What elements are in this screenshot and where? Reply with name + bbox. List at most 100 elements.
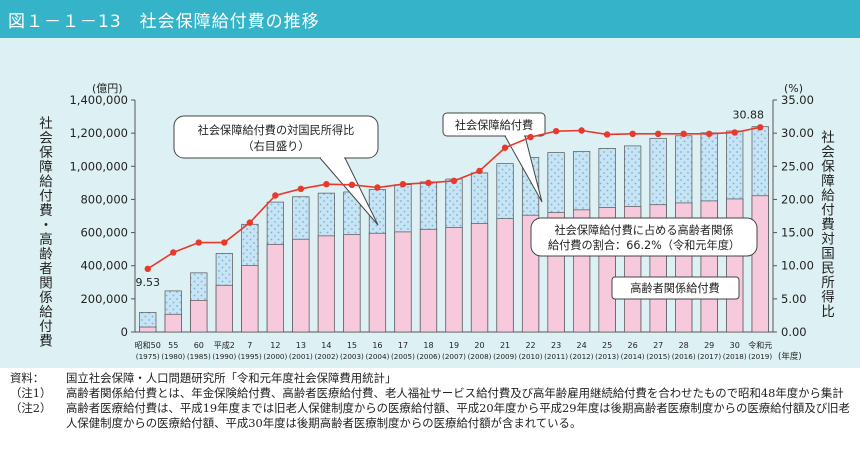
ratio-point bbox=[757, 124, 764, 131]
x-tick-year-label: (2017) bbox=[697, 352, 721, 361]
bar-elderly bbox=[190, 299, 208, 333]
callout-elderly-box bbox=[611, 276, 740, 300]
x-tick-year-label: (2018) bbox=[723, 352, 747, 361]
ratio-point bbox=[680, 130, 687, 138]
right-axis-label: 社会保障給付費対国民所得比 bbox=[818, 130, 835, 319]
x-tick-label: 14 bbox=[321, 341, 331, 350]
ratio-point bbox=[603, 131, 611, 138]
page-title: 図１－１－13 社会保障給付費の推移 bbox=[8, 12, 320, 32]
right-axis-tick-label: 20.00 bbox=[781, 192, 814, 206]
left-axis-tick-label: 400,000 bbox=[80, 259, 128, 273]
bar-elderly bbox=[164, 313, 182, 333]
x-tick-label: 21 bbox=[500, 341, 510, 350]
callout-share-line2: 給付費の割合：66.2%（令和元年度） bbox=[548, 238, 740, 252]
bar-elderly bbox=[751, 195, 769, 333]
x-tick-year-label: (2007) bbox=[442, 352, 466, 361]
x-tick-label: 27 bbox=[653, 341, 663, 350]
right-axis-tick-label: 15.00 bbox=[781, 226, 814, 240]
callout-total-text: 社会保障給付費 bbox=[455, 118, 533, 132]
bar-elderly bbox=[343, 234, 361, 333]
x-tick-label: 60 bbox=[194, 341, 204, 350]
x-tick-year-label: (2003) bbox=[340, 352, 364, 361]
note-source-label: 資料： bbox=[10, 371, 45, 385]
ratio-point bbox=[706, 130, 713, 138]
x-tick-label: 22 bbox=[525, 341, 535, 350]
note-2-label: （注2） bbox=[10, 401, 52, 415]
x-tick-label: 平成2 bbox=[214, 340, 235, 350]
x-tick-year-label: (2002) bbox=[314, 352, 338, 361]
x-tick-label: 20 bbox=[474, 341, 484, 350]
left-axis-tick-label: 1,400,000 bbox=[69, 93, 128, 107]
x-tick-year-label: (2014) bbox=[621, 352, 645, 361]
x-tick-label: 15 bbox=[347, 341, 357, 350]
x-tick-year-label: (2011) bbox=[544, 352, 568, 361]
right-axis-tick-label: 0.00 bbox=[781, 325, 807, 339]
ratio-point bbox=[374, 184, 381, 191]
ratio-point bbox=[425, 179, 432, 187]
right-axis-unit: (%) bbox=[784, 82, 803, 95]
x-tick-label: 26 bbox=[628, 341, 638, 350]
callout-elderly-text: 高齢者関係給付費 bbox=[630, 281, 720, 295]
x-tick-label: 昭和50 bbox=[135, 341, 161, 350]
x-tick-year-label: (1985) bbox=[187, 352, 211, 361]
note-1-text: 高齢者関係給付費とは、年金保険給付費、高齢者医療給付費、老人福祉サービス給付費及… bbox=[66, 386, 844, 400]
x-tick-label: 18 bbox=[423, 341, 433, 350]
ratio-point bbox=[323, 180, 330, 188]
left-axis-tick-label: 600,000 bbox=[80, 226, 128, 240]
note-source: 資料： 国立社会保障・人口問題研究所「令和元年度社会保障費用統計」 bbox=[10, 371, 855, 386]
right-axis-tick-label: 10.00 bbox=[781, 259, 814, 273]
bar-elderly bbox=[470, 223, 489, 333]
x-tick-year-label: (2012) bbox=[570, 352, 594, 361]
note-1-label: （注1） bbox=[10, 386, 52, 400]
bar-elderly bbox=[317, 235, 335, 333]
ratio-point bbox=[629, 130, 636, 138]
ratio-point bbox=[731, 129, 738, 136]
x-tick-label: 28 bbox=[679, 341, 689, 350]
callout-share-line1: 社会保障給付費に占める高齢者関係 bbox=[554, 223, 733, 237]
x-tick-year-label: (2013) bbox=[595, 352, 619, 361]
callouts-group: 社会保障給付費の対国民所得比 （右目盛り） 社会保障給付費 社会保障給付費に占め… bbox=[173, 112, 758, 300]
left-axis-tick-label: 1,000,000 bbox=[69, 159, 128, 173]
ratio-point bbox=[195, 239, 202, 246]
ratio-point bbox=[654, 130, 662, 138]
ratio-point bbox=[144, 265, 151, 273]
title-bar: 図１－１－13 社会保障給付費の推移 bbox=[0, 0, 860, 38]
bar-elderly bbox=[292, 238, 310, 333]
left-axis-tick-label: 0 bbox=[121, 325, 128, 339]
ratio-point bbox=[246, 219, 254, 226]
note-2-text: 高齢者医療給付費は、平成19年度までは旧老人保健制度からの医療給付額、平成20年… bbox=[66, 401, 850, 430]
right-axis-tick-label: 35.00 bbox=[781, 93, 814, 107]
x-tick-label: 12 bbox=[270, 341, 280, 350]
bar-elderly bbox=[394, 231, 412, 333]
ratio-point bbox=[476, 167, 483, 175]
x-tick-year-label: (2008) bbox=[468, 352, 492, 361]
right-axis-tick-label: 30.00 bbox=[781, 126, 814, 140]
x-tick-label: 令和元 bbox=[748, 340, 772, 350]
x-tick-label: 16 bbox=[372, 341, 382, 350]
x-tick-year-label: (2001) bbox=[289, 352, 313, 361]
x-axis-unit: (年度) bbox=[778, 351, 802, 362]
x-tick-year-label: (2015) bbox=[646, 352, 670, 361]
x-tick-year-label: (1995) bbox=[238, 352, 262, 361]
left-axis-label: 社会保障給付費・高齢者関係給付費 bbox=[36, 116, 53, 348]
callout-ratio-box bbox=[173, 115, 379, 159]
x-tick-label: 24 bbox=[577, 341, 587, 350]
chart: (億円) (%) (年度) 社会保障給付費・高齢者関係給付費 社会保障給付費対国… bbox=[36, 82, 835, 362]
note-1: （注1） 高齢者関係給付費とは、年金保険給付費、高齢者医療給付費、老人福祉サービ… bbox=[10, 386, 855, 401]
bar-elderly bbox=[368, 232, 387, 333]
left-axis-tick-label: 1,200,000 bbox=[69, 126, 128, 140]
x-tick-year-label: (1980) bbox=[161, 352, 185, 361]
ratio-point bbox=[578, 127, 585, 134]
bar-elderly bbox=[139, 326, 157, 333]
x-tick-year-label: (1990) bbox=[212, 352, 236, 361]
bar-elderly bbox=[215, 284, 233, 333]
x-tick-label: 13 bbox=[296, 341, 306, 350]
x-tick-year-label: (2000) bbox=[263, 352, 287, 361]
callout-share-box bbox=[530, 217, 758, 257]
callout-total-box bbox=[442, 112, 546, 137]
ratio-point bbox=[221, 239, 228, 246]
left-axis-tick-label: 200,000 bbox=[80, 292, 128, 306]
right-axis-tick-label: 5.00 bbox=[781, 292, 807, 306]
callout-ratio-line1: 社会保障給付費の対国民所得比 bbox=[198, 123, 355, 137]
x-tick-year-label: (2006) bbox=[417, 352, 441, 361]
